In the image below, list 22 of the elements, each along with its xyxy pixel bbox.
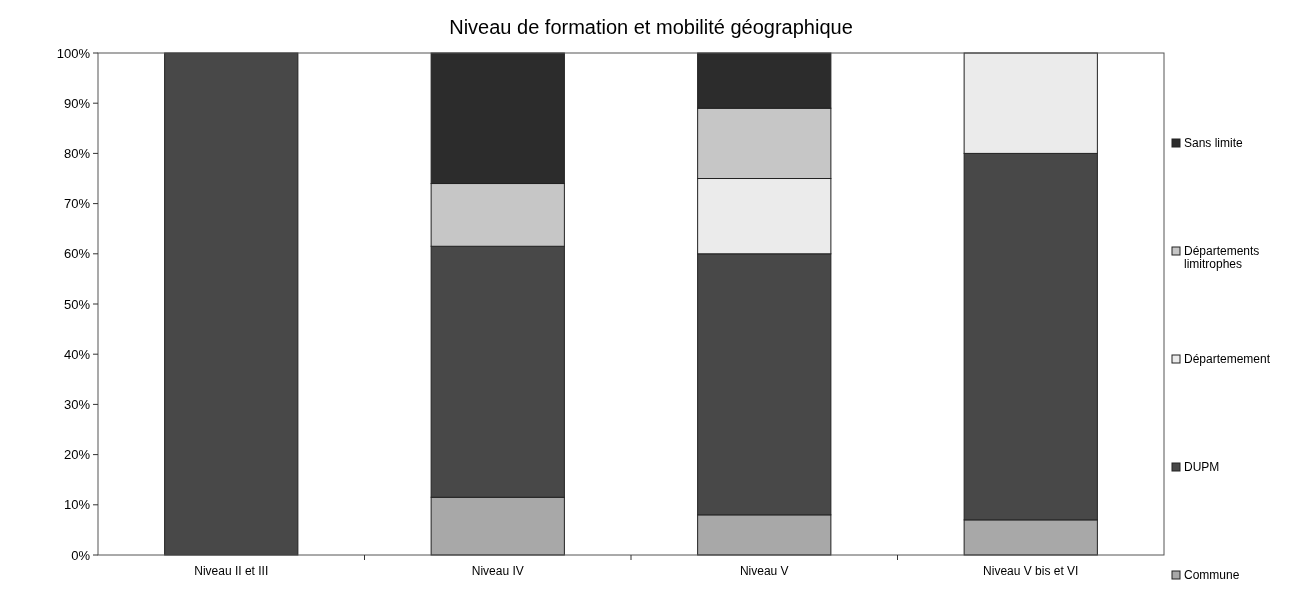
y-tick-label: 20% — [63, 447, 91, 463]
x-tick-label: Niveau II et III — [194, 564, 269, 578]
legend-label: DUPM — [1184, 460, 1220, 474]
y-tick-label: 50% — [63, 296, 91, 312]
legend-label: Commune — [1184, 568, 1240, 582]
legend-label: Départemement — [1184, 352, 1271, 366]
y-tick-label: 70% — [63, 196, 91, 212]
x-tick-label: Niveau V — [739, 564, 789, 578]
y-tick-label: 100% — [56, 45, 91, 61]
legend-label: Sans limite — [1184, 136, 1244, 150]
x-tick-label: Niveau IV — [471, 564, 524, 578]
y-tick-label: 60% — [63, 246, 91, 262]
y-tick-label: 0% — [71, 547, 91, 563]
chart-title: Niveau de formation et mobilité géographique — [449, 16, 853, 38]
legend-label: Départements limitrophes — [1184, 244, 1260, 271]
bar — [164, 52, 299, 556]
y-tick-label: 80% — [63, 145, 91, 161]
x-tick-label: Niveau V bis et VI — [983, 564, 1079, 578]
y-tick-label: 90% — [63, 95, 91, 111]
y-tick-label: 30% — [63, 396, 91, 412]
y-tick-label: 40% — [63, 346, 91, 362]
y-tick-label: 10% — [63, 497, 91, 513]
